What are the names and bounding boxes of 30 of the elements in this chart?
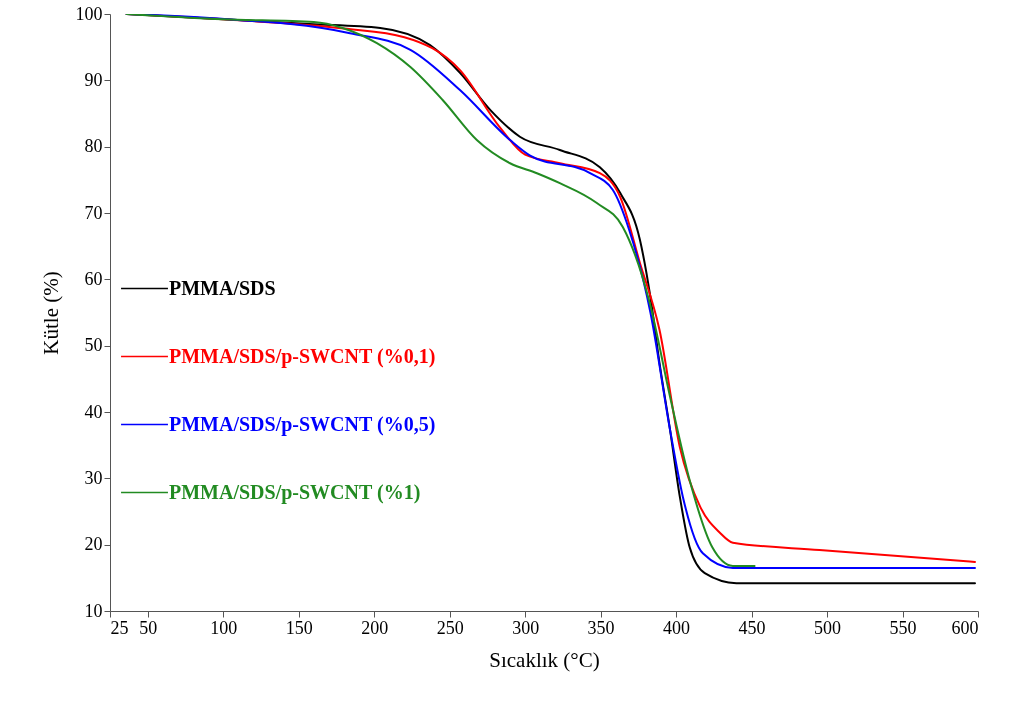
y-tick-label: 20 — [84, 534, 103, 555]
x-tick-label: 500 — [814, 617, 842, 638]
x-tick-label: 150 — [285, 617, 313, 638]
x-tick-label: 600 — [951, 617, 979, 638]
y-axis-title: Kütle (%) — [38, 271, 63, 355]
x-tick-label: 450 — [738, 617, 766, 638]
y-tick-label: 80 — [84, 136, 103, 157]
legend-label: PMMA/SDS/p-SWCNT (%0,1) — [169, 344, 436, 368]
x-tick-label: 550 — [889, 617, 917, 638]
legend-label: PMMA/SDS/p-SWCNT (%1) — [169, 480, 421, 504]
x-tick-label: 200 — [361, 617, 389, 638]
x-tick-label: 300 — [512, 617, 540, 638]
legend-label: PMMA/SDS — [169, 276, 276, 299]
x-tick-label: 50 — [139, 617, 158, 638]
y-tick-label: 30 — [84, 467, 103, 488]
y-tick-label: 40 — [84, 401, 103, 422]
y-tick-label: 60 — [84, 268, 103, 289]
y-tick-label: 10 — [84, 600, 103, 621]
legend-label: PMMA/SDS/p-SWCNT (%0,5) — [169, 412, 436, 436]
line-series — [125, 14, 756, 567]
x-tick-label: 400 — [663, 617, 691, 638]
y-tick-label: 90 — [84, 69, 103, 90]
x-tick-label: 250 — [436, 617, 464, 638]
x-axis-title: Sıcaklık (°C) — [489, 647, 600, 672]
x-tick-label: 350 — [587, 617, 615, 638]
x-tick-label: 100 — [210, 617, 238, 638]
y-tick-label: 70 — [84, 202, 103, 223]
y-tick-label: 100 — [75, 3, 103, 24]
y-tick-label: 50 — [84, 335, 103, 356]
x-tick-label: 25 — [110, 617, 129, 638]
